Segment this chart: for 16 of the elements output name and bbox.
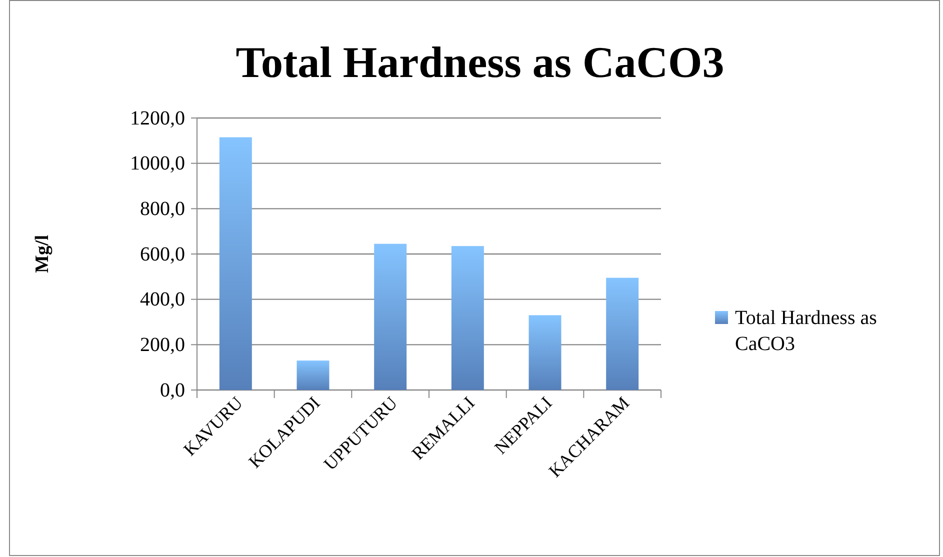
bar [606, 278, 639, 390]
bar [296, 360, 330, 390]
y-tick-label: 200,0 [140, 334, 185, 356]
bar [528, 315, 562, 390]
bar [374, 244, 407, 390]
y-tick-label: 800,0 [140, 198, 185, 220]
y-tick-label: 1000,0 [130, 152, 185, 175]
legend-label: Total Hardness as CaCO3 [735, 307, 878, 355]
y-tick-label: 1200,0 [130, 107, 185, 130]
y-tick-label: 600,0 [140, 243, 185, 266]
y-axis-title: Mg/l [32, 235, 53, 273]
y-tick-label: 400,0 [140, 288, 185, 311]
y-tick-label: 0,0 [160, 379, 185, 402]
bar [451, 246, 484, 390]
bar [219, 137, 252, 390]
chart-title: Total Hardness as CaCO3 [236, 38, 724, 87]
